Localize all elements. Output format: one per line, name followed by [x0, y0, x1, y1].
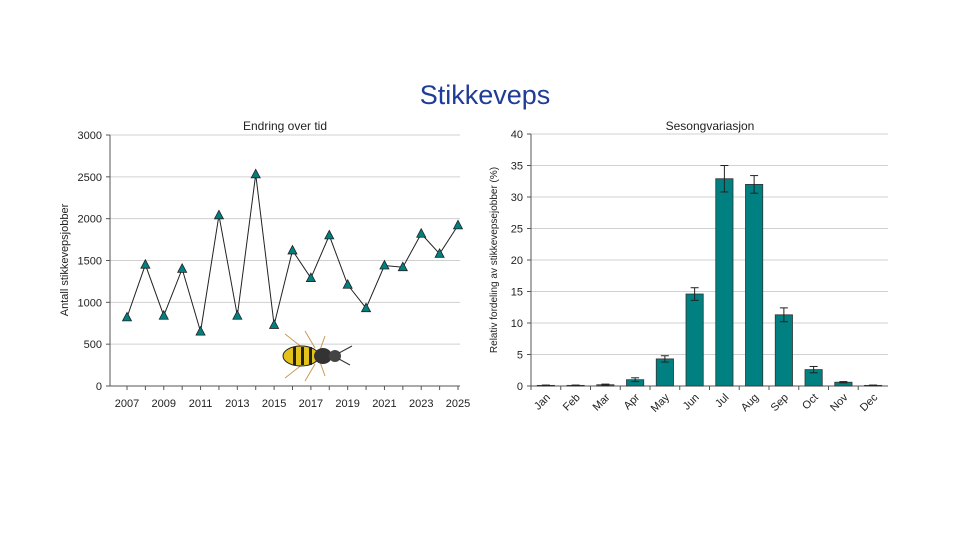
x-tick-label: Dec: [858, 391, 881, 414]
data-point: [324, 229, 335, 240]
x-tick-label: 2021: [372, 398, 396, 410]
y-tick-label: 2500: [78, 172, 102, 184]
error-bar: [809, 365, 818, 374]
data-point: [250, 168, 261, 179]
x-tick-label: Sep: [769, 392, 791, 414]
y-tick-label: 30: [511, 192, 523, 204]
error-bar: [869, 384, 878, 387]
data-point: [342, 278, 353, 289]
y-tick-label: 20: [511, 255, 523, 267]
y-axis-label: Relativ fordeling av stikkevepsejobber (…: [489, 167, 500, 353]
wasp-leg: [304, 330, 316, 349]
x-tick-label: 2023: [409, 398, 433, 410]
y-tick-label: 40: [511, 129, 523, 141]
y-tick-label: 25: [511, 224, 523, 236]
error-bar: [750, 175, 759, 194]
data-point: [287, 244, 298, 255]
y-tick-label: 0: [517, 381, 523, 393]
chart-title: Endring over tid: [243, 119, 327, 133]
data-point: [158, 309, 169, 320]
x-tick-label: Nov: [828, 391, 851, 414]
x-tick-label: 2009: [152, 398, 176, 410]
x-tick-label: 2011: [189, 398, 213, 410]
x-tick-label: Mar: [591, 391, 613, 413]
y-axis-label: Antall stikkevepsjobber: [59, 203, 71, 316]
wasp-leg: [319, 335, 326, 351]
x-tick-label: May: [649, 391, 673, 415]
y-tick-label: 10: [511, 318, 523, 330]
x-tick-label: 2019: [335, 398, 359, 410]
data-point: [397, 261, 408, 272]
y-tick-label: 0: [96, 381, 102, 393]
y-tick-label: 1000: [78, 297, 102, 309]
bar: [655, 358, 674, 387]
error-bar: [839, 381, 848, 384]
data-point: [434, 247, 445, 258]
wasp-antenna: [338, 345, 353, 354]
x-tick-label: Jun: [681, 392, 702, 413]
x-tick-label: Oct: [800, 392, 821, 413]
data-point: [195, 325, 206, 336]
data-point: [140, 258, 151, 269]
bar: [685, 293, 704, 387]
data-point: [268, 319, 280, 329]
x-tick-label: 2013: [225, 398, 249, 410]
bar: [715, 178, 734, 387]
data-point: [177, 263, 188, 273]
chart-title: Sesongvariasjon: [666, 119, 755, 133]
error-bar: [601, 383, 610, 386]
x-tick-label: Jan: [532, 392, 553, 413]
x-tick-label: 2025: [446, 398, 470, 410]
data-point: [360, 302, 372, 313]
y-tick-label: 1500: [78, 256, 102, 268]
data-point: [213, 209, 225, 220]
wasp-stripe: [301, 347, 304, 365]
bar: [774, 314, 793, 387]
x-tick-label: Jul: [713, 392, 731, 410]
error-bar: [720, 165, 729, 193]
y-tick-label: 500: [84, 339, 102, 351]
error-bar: [660, 355, 669, 363]
x-tick-label: 2017: [299, 398, 323, 410]
y-tick-label: 3000: [78, 130, 102, 142]
bar: [745, 183, 764, 387]
data-point: [305, 272, 317, 282]
y-tick-label: 15: [511, 287, 523, 299]
wasp-stripe: [293, 347, 296, 365]
error-bar: [631, 377, 640, 383]
y-tick-label: 2000: [78, 214, 102, 226]
page-title: Stikkeveps: [419, 80, 551, 110]
x-tick-label: Feb: [561, 392, 583, 414]
x-tick-label: Apr: [622, 391, 643, 412]
data-point: [379, 259, 390, 270]
data-point: [232, 309, 243, 320]
x-tick-label: 2007: [115, 398, 139, 410]
x-tick-label: 2015: [262, 398, 286, 410]
x-tick-label: Aug: [739, 392, 761, 414]
error-bar: [690, 287, 699, 301]
data-point: [416, 227, 427, 238]
wasp-thorax: [314, 348, 332, 364]
y-tick-label: 35: [511, 161, 523, 173]
data-point: [121, 311, 133, 322]
wasp-stripe: [309, 347, 312, 365]
y-tick-label: 5: [517, 350, 523, 362]
wasp-image: [282, 330, 353, 382]
error-bar: [779, 307, 788, 323]
error-bar: [571, 384, 580, 387]
wasp-antenna: [338, 358, 351, 366]
error-bar: [541, 384, 550, 387]
wasp-head: [329, 350, 341, 362]
wasp-leg: [319, 361, 326, 377]
data-point: [452, 219, 464, 230]
wasp-leg: [304, 363, 316, 382]
